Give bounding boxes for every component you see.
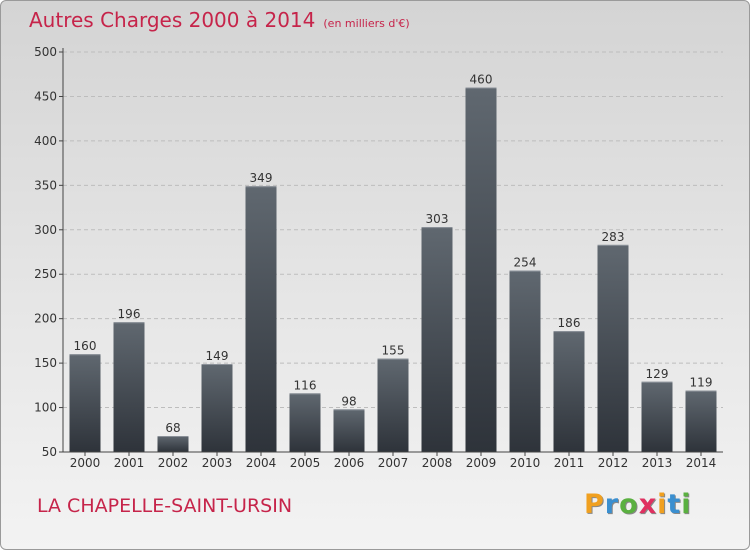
- data-label: 186: [558, 316, 581, 330]
- bar-2005: [289, 393, 321, 452]
- y-tick-label: 100: [34, 401, 57, 415]
- bar-2014: [685, 390, 717, 452]
- bar-2008: [421, 227, 453, 452]
- logo-letter: x: [638, 489, 658, 520]
- y-tick-label: 350: [34, 178, 57, 192]
- logo-letter: t: [667, 489, 682, 520]
- bar-2006: [333, 409, 365, 452]
- bar-2001: [113, 322, 145, 452]
- data-label: 460: [470, 73, 493, 87]
- data-label: 68: [165, 421, 180, 435]
- chart-title: Autres Charges 2000 à 2014 (en milliers d…: [29, 8, 410, 32]
- y-tick-label: 50: [42, 445, 57, 459]
- bar-2000: [69, 354, 101, 452]
- commune-name: LA CHAPELLE-SAINT-URSIN: [37, 495, 293, 517]
- logo-letter: r: [604, 489, 620, 520]
- data-label: 149: [206, 349, 229, 363]
- bar-2003: [201, 364, 233, 452]
- data-label: 196: [118, 307, 141, 321]
- data-label: 98: [341, 394, 356, 408]
- y-tick-label: 200: [34, 312, 57, 326]
- x-tick-label: 2004: [246, 456, 277, 470]
- bar-2004: [245, 186, 277, 452]
- x-tick-label: 2010: [510, 456, 541, 470]
- data-label: 349: [250, 171, 273, 185]
- y-tick-label: 150: [34, 356, 57, 370]
- bar-2011: [553, 331, 585, 452]
- data-label: 119: [690, 376, 713, 390]
- x-tick-label: 2006: [334, 456, 365, 470]
- logo-letter: P: [584, 489, 605, 520]
- proxiti-logo: Proxiti: [584, 489, 692, 520]
- x-tick-label: 2003: [202, 456, 233, 470]
- data-label: 283: [602, 230, 625, 244]
- logo-letter: i: [657, 489, 668, 520]
- y-tick-label: 500: [34, 45, 57, 59]
- x-tick-label: 2011: [554, 456, 585, 470]
- x-tick-label: 2007: [378, 456, 409, 470]
- bar-2012: [597, 244, 629, 452]
- logo-letter: o: [619, 489, 639, 520]
- x-tick-label: 2000: [70, 456, 101, 470]
- data-label: 303: [426, 212, 449, 226]
- data-label: 116: [294, 378, 317, 392]
- x-tick-label: 2008: [422, 456, 453, 470]
- data-label: 155: [382, 344, 405, 358]
- bar-layer: 160 196 68 149 349 116 98 155 303 460 254 186 283 129…: [69, 73, 717, 453]
- data-label: 254: [514, 256, 537, 270]
- bar-2013: [641, 381, 673, 452]
- x-tick-label: 2014: [686, 456, 717, 470]
- data-label: 129: [646, 367, 669, 381]
- axis-layer: 50 100 150 200 250 300 350 400 450 500 2000 2001 200…: [34, 45, 723, 470]
- chart-subtitle: (en milliers d'€): [323, 17, 410, 30]
- y-tick-label: 400: [34, 134, 57, 148]
- x-tick-label: 2005: [290, 456, 321, 470]
- bar-2010: [509, 270, 541, 452]
- data-label: 160: [74, 339, 97, 353]
- bar-2002: [157, 436, 189, 452]
- bar-2007: [377, 358, 409, 452]
- x-tick-label: 2009: [466, 456, 497, 470]
- logo-letter: i: [681, 489, 692, 520]
- x-tick-label: 2001: [114, 456, 145, 470]
- x-tick-label: 2013: [642, 456, 673, 470]
- y-tick-label: 450: [34, 89, 57, 103]
- y-tick-label: 300: [34, 223, 57, 237]
- bar-2009: [465, 87, 497, 453]
- x-tick-label: 2012: [598, 456, 629, 470]
- y-tick-label: 250: [34, 267, 57, 281]
- chart-title-text: Autres Charges 2000 à 2014: [29, 8, 316, 32]
- x-tick-label: 2002: [158, 456, 189, 470]
